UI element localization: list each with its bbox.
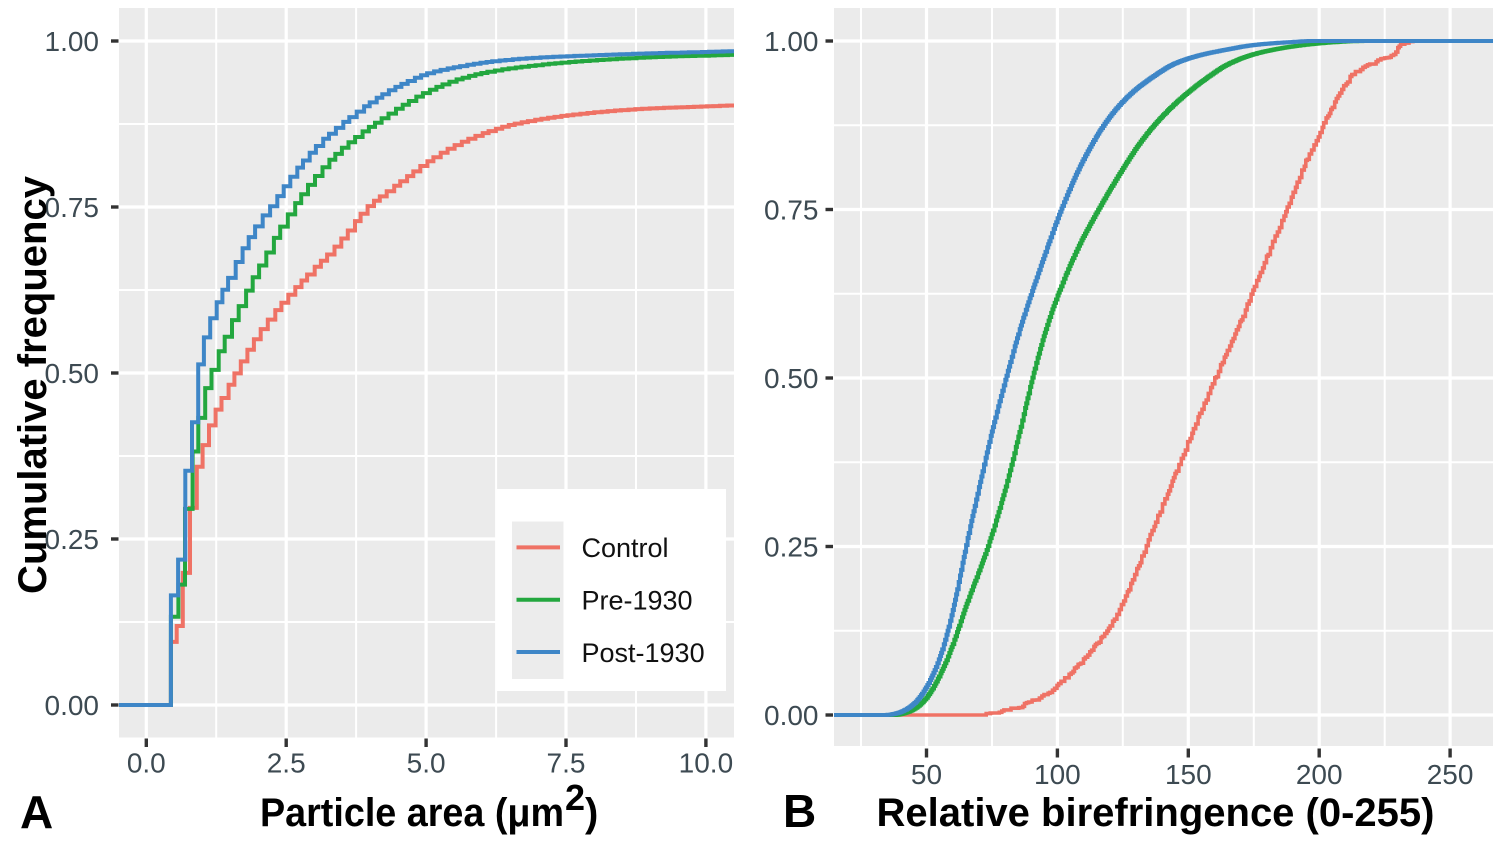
- svg-text:0.00: 0.00: [764, 700, 819, 731]
- svg-text:2: 2: [565, 777, 585, 818]
- svg-text:7.5: 7.5: [547, 748, 586, 779]
- svg-text:A: A: [20, 786, 53, 838]
- svg-text:200: 200: [1296, 759, 1343, 790]
- svg-text:1.00: 1.00: [764, 26, 819, 57]
- svg-text:10.0: 10.0: [679, 748, 734, 779]
- svg-text:Relative birefringence (0-255): Relative birefringence (0-255): [877, 791, 1435, 835]
- svg-text:250: 250: [1427, 759, 1474, 790]
- svg-text:50: 50: [911, 759, 942, 790]
- svg-text:Cumulative frequency: Cumulative frequency: [11, 175, 55, 594]
- svg-text:0.25: 0.25: [45, 524, 100, 555]
- svg-text:5.0: 5.0: [407, 748, 446, 779]
- svg-text:150: 150: [1165, 759, 1212, 790]
- svg-text:): ): [585, 791, 598, 835]
- svg-text:2.5: 2.5: [267, 748, 306, 779]
- svg-text:B: B: [783, 785, 816, 837]
- svg-text:0.75: 0.75: [45, 192, 100, 223]
- svg-text:Particle area (μm: Particle area (μm: [260, 791, 564, 835]
- svg-text:0.25: 0.25: [764, 532, 819, 563]
- svg-text:0.75: 0.75: [764, 195, 819, 226]
- svg-text:100: 100: [1034, 759, 1081, 790]
- svg-text:Pre-1930: Pre-1930: [582, 586, 693, 616]
- svg-text:Control: Control: [582, 533, 669, 563]
- svg-text:1.00: 1.00: [45, 26, 100, 57]
- svg-text:0.50: 0.50: [764, 363, 819, 394]
- svg-text:0.00: 0.00: [45, 690, 100, 721]
- svg-text:0.0: 0.0: [127, 748, 166, 779]
- svg-text:Post-1930: Post-1930: [582, 638, 705, 668]
- svg-text:0.50: 0.50: [45, 358, 100, 389]
